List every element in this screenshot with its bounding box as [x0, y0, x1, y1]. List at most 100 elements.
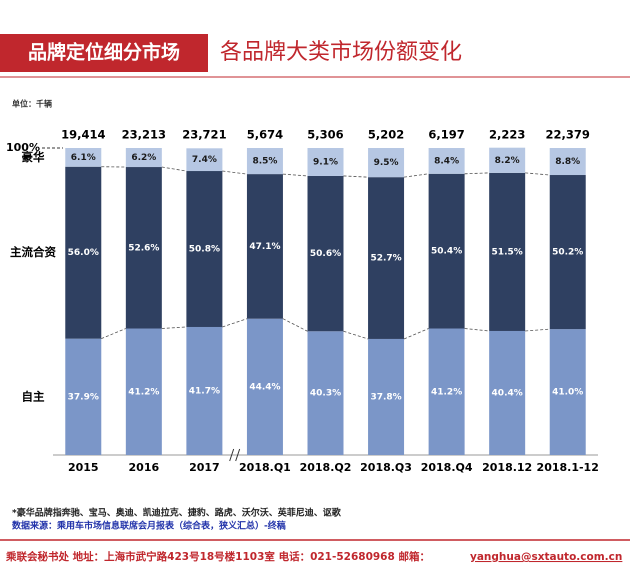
value-label: 56.0% — [68, 248, 99, 258]
connector — [161, 166, 187, 172]
value-label: 44.4% — [249, 382, 280, 392]
total-label: 6,197 — [428, 128, 464, 142]
total-label: 5,202 — [368, 128, 404, 142]
total-label: 5,674 — [247, 128, 283, 142]
bar-segment — [186, 171, 223, 327]
bar-segment — [489, 172, 526, 331]
connector — [222, 318, 248, 328]
connector — [464, 172, 490, 175]
value-label: 8.2% — [495, 156, 520, 166]
bar-segment — [549, 148, 586, 176]
total-label: 5,306 — [307, 128, 343, 142]
value-label: 51.5% — [492, 247, 523, 257]
value-label: 8.4% — [434, 156, 459, 166]
bar-segment — [125, 328, 162, 455]
value-label: 47.1% — [249, 242, 280, 252]
connector — [525, 172, 550, 176]
value-label: 50.8% — [189, 245, 220, 255]
bar-segment — [428, 148, 465, 174]
connector — [403, 328, 429, 340]
x-tick-label: 2018.Q4 — [421, 461, 473, 474]
value-label: 40.4% — [492, 388, 523, 398]
connector — [343, 330, 369, 340]
bar-segment — [186, 326, 223, 455]
legend-label: 豪华 — [22, 150, 45, 164]
value-label: 9.1% — [313, 157, 338, 167]
connector — [161, 326, 187, 329]
footer-email: yanghua@sxtauto.com.cn — [470, 551, 622, 563]
x-tick-label: 2018.12 — [482, 461, 532, 474]
header-tag: 品牌定位细分市场 — [28, 41, 180, 64]
bar-segment — [125, 148, 162, 168]
total-label: 23,721 — [182, 128, 226, 142]
value-label: 6.1% — [71, 153, 96, 163]
connector — [464, 328, 490, 332]
total-label: 23,213 — [122, 128, 166, 142]
x-tick-label: 2018.Q3 — [360, 461, 412, 474]
value-label: 37.8% — [370, 392, 401, 402]
x-tick-label: 2016 — [129, 461, 160, 474]
bar-segment — [549, 329, 586, 455]
bar-segment — [368, 338, 405, 455]
bar-segment — [65, 148, 102, 167]
bar-segment — [246, 318, 283, 455]
value-label: 40.3% — [310, 389, 341, 399]
y-tick-label: 100% — [6, 141, 40, 154]
value-label: 8.5% — [252, 157, 277, 167]
bar-segment — [307, 331, 344, 455]
bar-segment — [246, 174, 283, 319]
value-label: 41.0% — [552, 388, 583, 398]
total-label: 2,223 — [489, 128, 525, 142]
bar-segment — [368, 177, 405, 339]
unit: 单位：千辆 — [12, 99, 52, 109]
value-label: 9.5% — [374, 158, 399, 168]
legend-label: 主流合资 — [10, 245, 56, 259]
note: 数据来源：乘用车市场信息联席会月报表（综合表，狭义汇总）-终稿 — [12, 520, 286, 532]
x-tick-label: 2018.1-12 — [537, 461, 599, 474]
bar-segment — [125, 167, 162, 329]
bar-segment — [65, 166, 102, 339]
bar-segment — [549, 175, 586, 330]
connector — [222, 170, 247, 175]
connector — [343, 175, 369, 178]
connector — [404, 173, 429, 178]
connector — [282, 318, 308, 332]
bar-segment — [65, 338, 102, 455]
x-tick-label: 2015 — [68, 461, 99, 474]
tag-box — [0, 34, 208, 72]
chart: 100% 37.9% 56.0% 6.1% 19,414 2015 41.2% 52.6% 6.… — [6, 128, 599, 475]
legend-label: 自主 — [22, 389, 45, 403]
value-label: 52.6% — [128, 243, 159, 253]
value-label: 6.2% — [131, 153, 156, 163]
value-label: 8.8% — [555, 157, 580, 167]
note: *豪华品牌指奔驰、宝马、奥迪、凯迪拉克、捷豹、路虎、沃尔沃、英菲尼迪、讴歌 — [12, 507, 342, 519]
connector — [525, 328, 550, 332]
total-label: 22,379 — [546, 128, 590, 142]
bar-segment — [186, 148, 223, 172]
header-title: 各品牌大类市场份额变化 — [220, 40, 462, 65]
value-label: 7.4% — [192, 155, 217, 165]
value-label: 37.9% — [68, 392, 99, 402]
connector — [101, 328, 126, 340]
value-label: 52.7% — [370, 254, 401, 264]
value-label: 50.4% — [431, 247, 462, 257]
total-label: 19,414 — [61, 128, 105, 142]
bar-segment — [489, 147, 526, 173]
footer-text: 乘联会秘书处 地址：上海市武宁路423号18号楼1103室 电话：021-526… — [5, 550, 430, 563]
axis-break — [229, 448, 241, 462]
value-label: 50.6% — [310, 249, 341, 259]
value-label: 41.2% — [431, 387, 462, 397]
x-tick-label: 2018.Q2 — [300, 461, 352, 474]
value-label: 50.2% — [552, 248, 583, 258]
x-tick-label: 2017 — [189, 461, 220, 474]
bar-segment — [368, 148, 405, 178]
x-tick-label: 2018.Q1 — [239, 461, 291, 474]
bar-segment — [428, 328, 465, 455]
value-label: 41.2% — [128, 387, 159, 397]
value-label: 41.7% — [189, 386, 220, 396]
bar-segment — [428, 173, 465, 329]
bar-segment — [307, 148, 344, 176]
bar-segment — [489, 330, 526, 455]
bar-segment — [307, 175, 344, 332]
